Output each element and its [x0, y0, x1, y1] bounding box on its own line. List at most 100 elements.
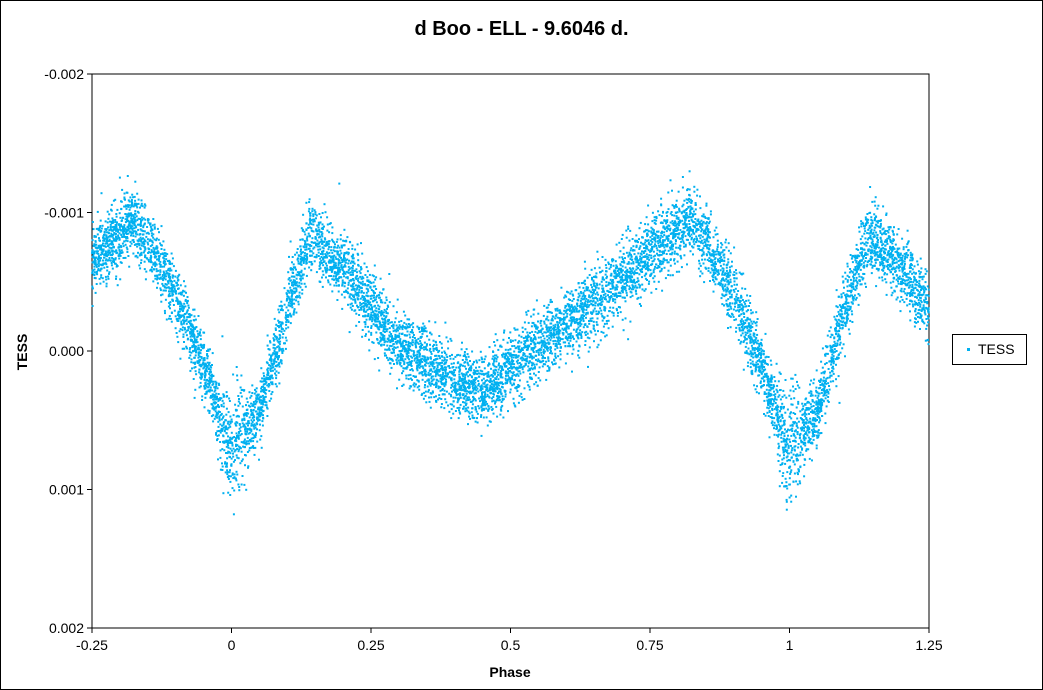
- data-point: [360, 277, 363, 280]
- data-point: [723, 256, 726, 259]
- data-point: [371, 274, 374, 277]
- data-point: [182, 314, 185, 317]
- data-point: [338, 266, 341, 269]
- data-point: [735, 330, 737, 333]
- data-point: [381, 313, 384, 316]
- data-point: [764, 356, 767, 359]
- data-point: [336, 271, 339, 274]
- data-point: [524, 328, 527, 331]
- data-point: [840, 307, 843, 310]
- data-point: [562, 328, 565, 331]
- data-point: [279, 340, 282, 343]
- data-point: [517, 370, 520, 373]
- data-point: [99, 253, 102, 256]
- data-point: [486, 375, 489, 378]
- data-point: [402, 347, 405, 350]
- data-point: [134, 232, 137, 235]
- data-point: [226, 457, 229, 460]
- data-point: [832, 355, 835, 358]
- data-point: [137, 217, 140, 220]
- data-point: [443, 350, 446, 353]
- data-point: [746, 329, 749, 332]
- data-point: [740, 323, 743, 325]
- data-point: [236, 374, 239, 377]
- data-point: [95, 227, 98, 230]
- data-point: [657, 230, 660, 233]
- data-point: [674, 205, 677, 208]
- data-point: [660, 269, 663, 272]
- data-point: [267, 378, 270, 381]
- data-point: [305, 201, 308, 204]
- data-point: [740, 303, 743, 306]
- data-point: [483, 367, 486, 370]
- data-point: [830, 361, 833, 364]
- data-point: [462, 405, 465, 408]
- data-point: [843, 286, 845, 289]
- data-point: [214, 415, 217, 418]
- data-point: [331, 232, 334, 235]
- data-point: [852, 277, 855, 279]
- data-point: [303, 254, 306, 257]
- data-point: [559, 343, 562, 346]
- data-point: [778, 485, 781, 488]
- data-point: [239, 402, 241, 405]
- data-point: [664, 249, 667, 252]
- data-point: [171, 257, 174, 260]
- data-point: [228, 441, 231, 444]
- data-point: [792, 453, 795, 456]
- data-point: [137, 251, 139, 254]
- data-point: [462, 383, 465, 386]
- data-point: [832, 367, 835, 370]
- data-point: [836, 339, 839, 342]
- data-point: [531, 330, 534, 333]
- data-point: [486, 390, 489, 393]
- data-point: [500, 370, 503, 372]
- data-point: [579, 329, 582, 332]
- data-point: [807, 436, 810, 439]
- data-point: [285, 327, 288, 330]
- data-point: [738, 303, 741, 306]
- data-point: [873, 254, 876, 257]
- data-point: [229, 440, 232, 443]
- data-point: [256, 423, 259, 426]
- data-point: [769, 389, 772, 392]
- data-point: [425, 330, 428, 333]
- data-point: [804, 442, 807, 445]
- data-point: [762, 370, 765, 373]
- data-point: [589, 299, 592, 302]
- data-point: [911, 291, 914, 294]
- data-point: [865, 241, 868, 244]
- data-point: [260, 409, 263, 411]
- data-point: [895, 261, 898, 264]
- data-point: [801, 448, 803, 451]
- data-point: [281, 347, 284, 350]
- data-point: [397, 359, 400, 362]
- data-point: [909, 270, 912, 273]
- data-point: [262, 383, 265, 386]
- data-point: [143, 238, 146, 241]
- data-point: [879, 261, 882, 264]
- data-point: [883, 273, 886, 276]
- data-point: [699, 226, 702, 229]
- data-point: [594, 293, 597, 296]
- data-point: [759, 343, 761, 346]
- data-point: [857, 254, 860, 257]
- data-point: [405, 377, 408, 380]
- data-point: [169, 275, 172, 278]
- data-point: [841, 275, 844, 278]
- data-point: [268, 383, 271, 386]
- data-point: [155, 255, 158, 258]
- data-point: [179, 305, 181, 308]
- data-point: [793, 449, 796, 452]
- data-point: [776, 404, 779, 407]
- data-point: [656, 249, 659, 252]
- data-point: [465, 407, 468, 410]
- data-point: [515, 387, 518, 390]
- data-point: [524, 344, 527, 347]
- data-point: [586, 336, 589, 339]
- data-point: [126, 204, 129, 207]
- data-point: [161, 274, 164, 276]
- data-point: [539, 329, 542, 332]
- data-point: [497, 383, 500, 386]
- data-point: [836, 315, 839, 318]
